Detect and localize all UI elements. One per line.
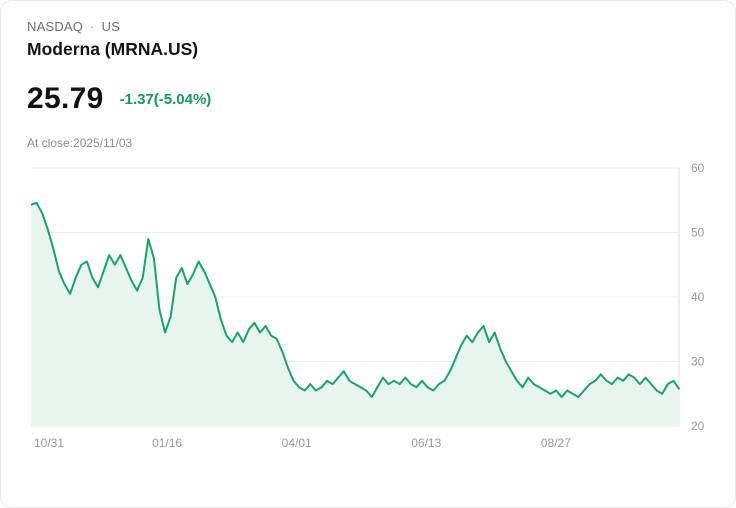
y-axis-label: 30 (691, 355, 705, 369)
x-axis-label: 04/01 (282, 436, 312, 450)
price-chart[interactable]: 20 30 40 50 60 10/31 01/16 04/01 06/13 08/27 (1, 150, 735, 457)
x-axis-label: 06/13 (411, 436, 441, 450)
price-change: -1.37(-5.04%) (119, 90, 212, 108)
last-price: 25.79 (27, 82, 104, 115)
as-of-close: At close:2025/11/03 (27, 136, 133, 150)
y-axis-label: 50 (691, 226, 705, 240)
exchange-label: NASDAQ (27, 19, 84, 34)
price-line (30, 201, 680, 398)
x-axis-label: 10/31 (34, 436, 64, 450)
price-row: 25.79 -1.37(-5.04%) (27, 82, 709, 116)
x-axis-label: 01/16 (152, 436, 182, 450)
region-label: US (101, 19, 121, 34)
y-axis-label: 40 (691, 290, 705, 304)
price-chart-svg[interactable]: 20 30 40 50 60 10/31 01/16 04/01 06/13 08/27 (30, 161, 723, 452)
quote-header: NASDAQ · US Moderna (MRNA.US) 25.79 -1.3… (1, 1, 735, 150)
y-axis-label: 20 (691, 419, 705, 433)
y-axis-label: 60 (691, 162, 705, 175)
separator-dot: · (90, 19, 95, 34)
x-axis-label: 08/27 (541, 436, 571, 450)
exchange-row: NASDAQ · US (27, 19, 709, 34)
price-area-fill (31, 202, 679, 426)
stock-title: Moderna (MRNA.US) (27, 39, 199, 59)
